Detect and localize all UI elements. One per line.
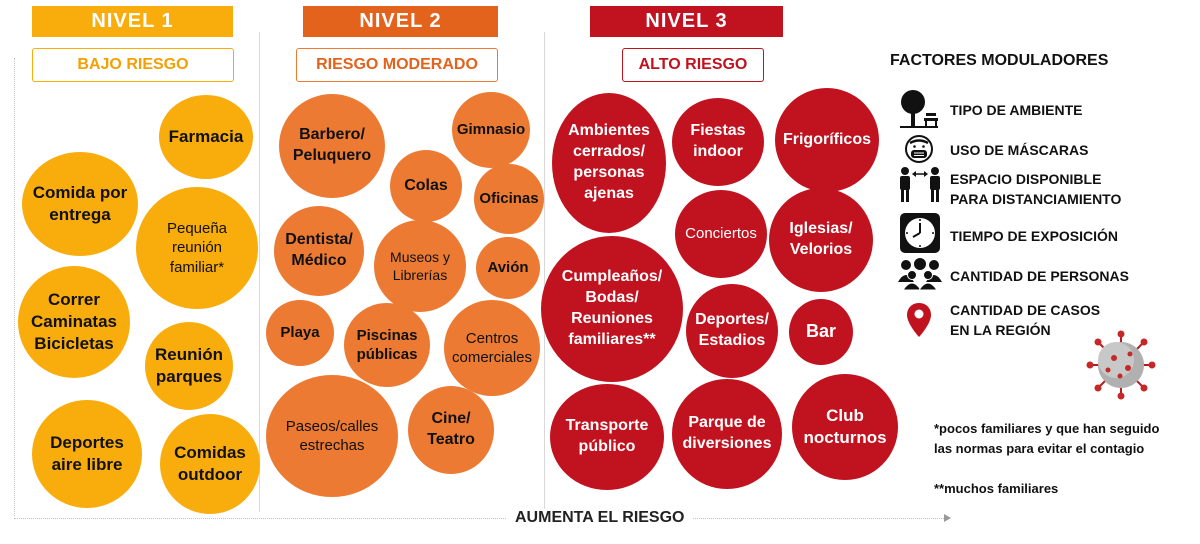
activity-club-nocturnos: Club nocturnos (792, 374, 898, 480)
factor-tipo-de-ambiente: TIPO DE AMBIENTE (950, 102, 1083, 118)
activity-correr-caminatas-bicicletas: Correr Caminatas Bicicletas (18, 266, 130, 378)
location-pin-icon (906, 302, 932, 343)
factores-moduladores-title: FACTORES MODULADORES (890, 52, 1109, 69)
distancing-people-icon (897, 166, 943, 209)
activity-frigorificos: Frigoríficos (775, 88, 879, 192)
note-pocos-familiares: *pocos familiares y que han seguido las … (934, 421, 1160, 456)
activity-colas: Colas (390, 150, 462, 222)
activity-barbero-peluquero: Barbero/ Peluquero (279, 94, 385, 198)
activity-comida-por-entrega: Comida por entrega (22, 152, 138, 256)
activity-conciertos: Conciertos (675, 190, 767, 278)
activity-avion: Avión (476, 237, 540, 299)
divider-nivel-2-3 (544, 32, 545, 512)
activity-oficinas: Oficinas (474, 164, 544, 234)
activity-museos-librerias: Museos y Librerías (374, 220, 466, 312)
nivel-1-banner: NIVEL 1 (32, 6, 233, 37)
activity-deportes-aire-libre: Deportes aire libre (32, 400, 142, 508)
activity-dentista-medico: Dentista/ Médico (274, 206, 364, 296)
activity-parque-de-diversiones: Parque de diversiones (672, 379, 782, 489)
activity-farmacia: Farmacia (159, 95, 253, 179)
factor-cantidad-de-personas: CANTIDAD DE PERSONAS (950, 268, 1129, 284)
coronavirus-icon (1086, 330, 1156, 405)
divider-nivel-1-2 (259, 32, 260, 512)
nivel-2-title: NIVEL 2 (359, 10, 442, 32)
mask-face-icon (904, 134, 934, 169)
nivel-3-title: NIVEL 3 (645, 10, 728, 32)
activity-pequena-reunion-familiar: Pequeña reunión familiar* (136, 187, 258, 309)
factor-espacio-disponible: ESPACIO DISPONIBLE PARA DISTANCIAMIENTO (950, 171, 1122, 208)
crowd-icon (897, 258, 943, 295)
riesgo-moderado-label: RIESGO MODERADO (296, 48, 498, 82)
factor-tiempo-de-exposicion: TIEMPO DE EXPOSICIÓN (950, 228, 1119, 244)
bajo-riesgo-label: BAJO RIESGO (32, 48, 234, 82)
nivel-3-banner: NIVEL 3 (590, 6, 783, 37)
activity-cine-teatro: Cine/ Teatro (408, 386, 494, 474)
factor-uso-de-mascaras: USO DE MÁSCARAS (950, 142, 1089, 158)
clock-icon (899, 212, 941, 259)
activity-gimnasio: Gimnasio (452, 92, 530, 168)
note-muchos-familiares: **muchos familiares (934, 481, 1059, 496)
risk-axis-arrowhead (944, 514, 951, 522)
activity-iglesias-velorios: Iglesias/ Velorios (769, 188, 873, 292)
alto-riesgo-label: ALTO RIESGO (622, 48, 764, 82)
activity-bar: Bar (789, 299, 853, 365)
activity-comidas-outdoor: Comidas outdoor (160, 414, 260, 514)
tree-bench-icon (898, 88, 940, 135)
activity-piscinas-publicas: Piscinas públicas (344, 303, 430, 387)
left-dotted-border (14, 58, 15, 516)
activity-cumpleanos-bodas-reuniones: Cumpleaños/ Bodas/ Reuniones familiares*… (541, 236, 683, 382)
activity-playa: Playa (266, 300, 334, 366)
activity-paseos-calles-estrechas: Paseos/calles estrechas (266, 375, 398, 497)
activity-deportes-estadios: Deportes/ Estadios (686, 284, 778, 378)
activity-transporte-publico: Transporte público (550, 384, 664, 490)
activity-fiestas-indoor: Fiestas indoor (672, 98, 764, 186)
nivel-1-title: NIVEL 1 (91, 10, 174, 32)
aumenta-el-riesgo-label: AUMENTA EL RIESGO (507, 509, 693, 527)
risk-axis-line (14, 518, 944, 519)
activity-centros-comerciales: Centros comerciales (444, 300, 540, 396)
factor-cantidad-de-casos: CANTIDAD DE CASOS EN LA REGIÓN (950, 302, 1101, 339)
activity-ambientes-cerrados: Ambientes cerrados/ personas ajenas (552, 93, 666, 233)
activity-reunion-parques: Reunión parques (145, 322, 233, 410)
nivel-2-banner: NIVEL 2 (303, 6, 498, 37)
